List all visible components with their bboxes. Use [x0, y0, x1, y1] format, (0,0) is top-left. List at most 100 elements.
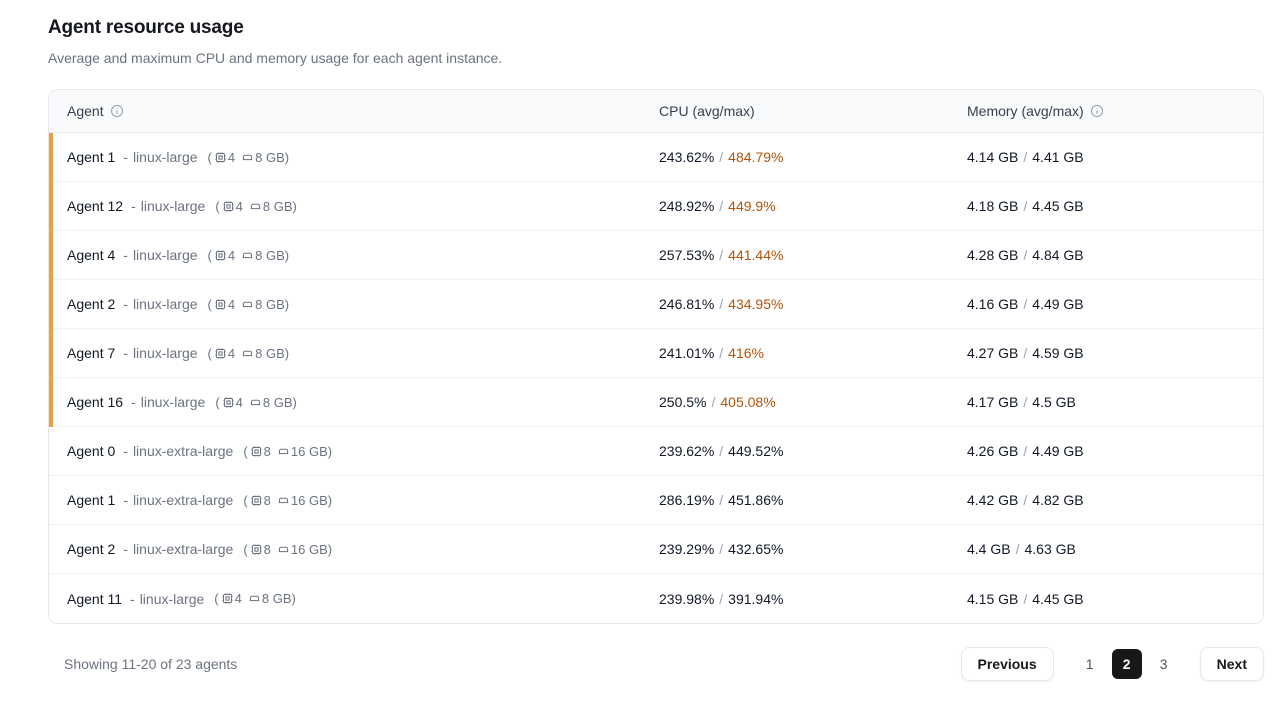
- page-button-3[interactable]: 3: [1148, 648, 1180, 680]
- ram-icon: [249, 200, 262, 213]
- column-header-agent: Agent: [49, 103, 641, 119]
- memory-cell: 4.26 GB / 4.49 GB: [949, 443, 1263, 459]
- agent-instance-type: linux-large: [140, 394, 206, 410]
- cpu-max-value: 441.44%: [728, 247, 784, 263]
- cpu-count: 8: [263, 443, 271, 459]
- agent-cell: Agent 16 - linux-large ( 4: [49, 394, 641, 410]
- cpu-max-value: 484.79%: [728, 149, 784, 165]
- column-header-cpu: CPU (avg/max): [641, 103, 949, 119]
- cpu-cell: 286.19% / 451.86%: [641, 492, 949, 508]
- cpu-avg-value: 248.92%: [659, 198, 715, 214]
- agent-name: Agent 1: [67, 149, 116, 165]
- agent-instance-type: linux-large: [132, 247, 198, 263]
- page-button-2[interactable]: 2: [1111, 649, 1142, 679]
- cpu-avg-value: 239.62%: [659, 443, 715, 459]
- cpu-count: 4: [227, 149, 236, 165]
- page-subtitle: Average and maximum CPU and memory usage…: [48, 50, 503, 66]
- agent-instance-type: linux-large: [132, 345, 198, 361]
- memory-avg-value: 4.4 GB: [967, 541, 1011, 557]
- value-separator: /: [719, 345, 724, 361]
- value-separator: /: [719, 247, 724, 263]
- table-row[interactable]: Agent 0 - linux-extra-large ( 8: [49, 427, 1263, 476]
- cpu-cell: 250.5% / 405.08%: [641, 394, 949, 410]
- table-row[interactable]: Agent 4 - linux-large ( 4: [49, 231, 1263, 280]
- ram-icon: [241, 151, 254, 164]
- table-row[interactable]: Agent 2 - linux-large ( 4: [49, 280, 1263, 329]
- ram-icon: [249, 396, 262, 409]
- agent-specs: ( 4 8 GB ): [215, 199, 297, 214]
- agent-name: Agent 12: [67, 198, 124, 214]
- table-row[interactable]: Agent 1 - linux-large ( 4: [49, 133, 1263, 182]
- agent-dash: -: [123, 492, 128, 508]
- agent-specs: ( 4 8 GB ): [214, 591, 296, 606]
- agent-usage-table: Agent CPU (avg/max) Memory (avg/max): [48, 89, 1264, 624]
- ram-amount: 8 GB: [261, 591, 292, 606]
- results-summary: Showing 11-20 of 23 agents: [64, 656, 238, 672]
- previous-page-button[interactable]: Previous: [960, 647, 1054, 681]
- ram-icon: [277, 445, 290, 458]
- agent-cell: Agent 1 - linux-large ( 4: [49, 149, 641, 165]
- agent-instance-type: linux-extra-large: [132, 541, 234, 557]
- close-paren: ): [284, 149, 290, 165]
- agent-specs: ( 4 8 GB ): [208, 297, 290, 312]
- next-page-button[interactable]: Next: [1199, 647, 1264, 681]
- memory-cell: 4.14 GB / 4.41 GB: [949, 149, 1263, 165]
- memory-avg-value: 4.42 GB: [967, 492, 1019, 508]
- agent-name: Agent 2: [67, 296, 116, 312]
- memory-avg-value: 4.14 GB: [967, 149, 1019, 165]
- agent-cell: Agent 2 - linux-large ( 4: [49, 296, 641, 312]
- pagination: Previous 1 2 3 Next: [960, 647, 1264, 681]
- ram-amount: 16 GB: [290, 443, 328, 459]
- agent-dash: -: [123, 247, 128, 263]
- cpu-max-value: 449.52%: [728, 443, 784, 459]
- cpu-max-value: 391.94%: [728, 590, 784, 607]
- open-paren: (: [243, 492, 248, 508]
- table-row[interactable]: Agent 12 - linux-large ( 4: [49, 182, 1263, 231]
- cpu-cell: 239.29% / 432.65%: [641, 541, 949, 557]
- agent-cell: Agent 1 - linux-extra-large ( 8: [49, 492, 641, 508]
- table-row[interactable]: Agent 1 - linux-extra-large ( 8: [49, 476, 1263, 525]
- value-separator: /: [719, 198, 724, 214]
- memory-cell: 4.27 GB / 4.59 GB: [949, 345, 1263, 361]
- agent-cell: Agent 2 - linux-extra-large ( 8: [49, 541, 641, 557]
- table-row[interactable]: Agent 11 - linux-large ( 4: [49, 574, 1263, 623]
- page-title: Agent resource usage: [48, 17, 244, 38]
- memory-max-value: 4.45 GB: [1032, 198, 1084, 214]
- column-header-agent-label: Agent: [67, 103, 104, 119]
- agent-name: Agent 2: [67, 541, 116, 557]
- ram-icon: [241, 298, 254, 311]
- info-icon[interactable]: [1090, 104, 1104, 118]
- info-icon[interactable]: [110, 104, 124, 118]
- cpu-count: 8: [263, 492, 271, 508]
- value-separator: /: [1023, 345, 1028, 361]
- cpu-avg-value: 241.01%: [659, 345, 715, 361]
- table-row[interactable]: Agent 2 - linux-extra-large ( 8: [49, 525, 1263, 574]
- agent-instance-type: linux-extra-large: [132, 492, 234, 508]
- memory-avg-value: 4.17 GB: [967, 394, 1019, 410]
- cpu-avg-value: 243.62%: [659, 149, 715, 165]
- agent-cell: Agent 4 - linux-large ( 4: [49, 247, 641, 263]
- close-paren: ): [284, 345, 290, 361]
- table-row[interactable]: Agent 7 - linux-large ( 4: [49, 329, 1263, 378]
- cpu-cell: 239.62% / 449.52%: [641, 443, 949, 459]
- agent-dash: -: [123, 345, 128, 361]
- cpu-max-value: 405.08%: [720, 394, 776, 410]
- agent-specs: ( 4 8 GB ): [208, 346, 290, 361]
- page-button-1[interactable]: 1: [1074, 648, 1106, 680]
- memory-cell: 4.42 GB / 4.82 GB: [949, 492, 1263, 508]
- value-separator: /: [1023, 443, 1028, 459]
- open-paren: (: [207, 345, 212, 361]
- value-separator: /: [711, 394, 716, 410]
- agent-instance-type: linux-large: [132, 149, 198, 165]
- close-paren: ): [327, 492, 333, 508]
- close-paren: ): [292, 394, 297, 410]
- cpu-count: 4: [235, 394, 243, 410]
- cpu-count: 4: [227, 345, 236, 361]
- table-row[interactable]: Agent 16 - linux-large ( 4: [49, 378, 1263, 427]
- ram-icon: [241, 249, 254, 262]
- memory-cell: 4.18 GB / 4.45 GB: [949, 198, 1263, 214]
- close-paren: ): [327, 443, 333, 459]
- cpu-chip-icon: [250, 445, 263, 458]
- agent-specs: ( 8 16 GB ): [243, 542, 332, 557]
- value-separator: /: [719, 541, 724, 557]
